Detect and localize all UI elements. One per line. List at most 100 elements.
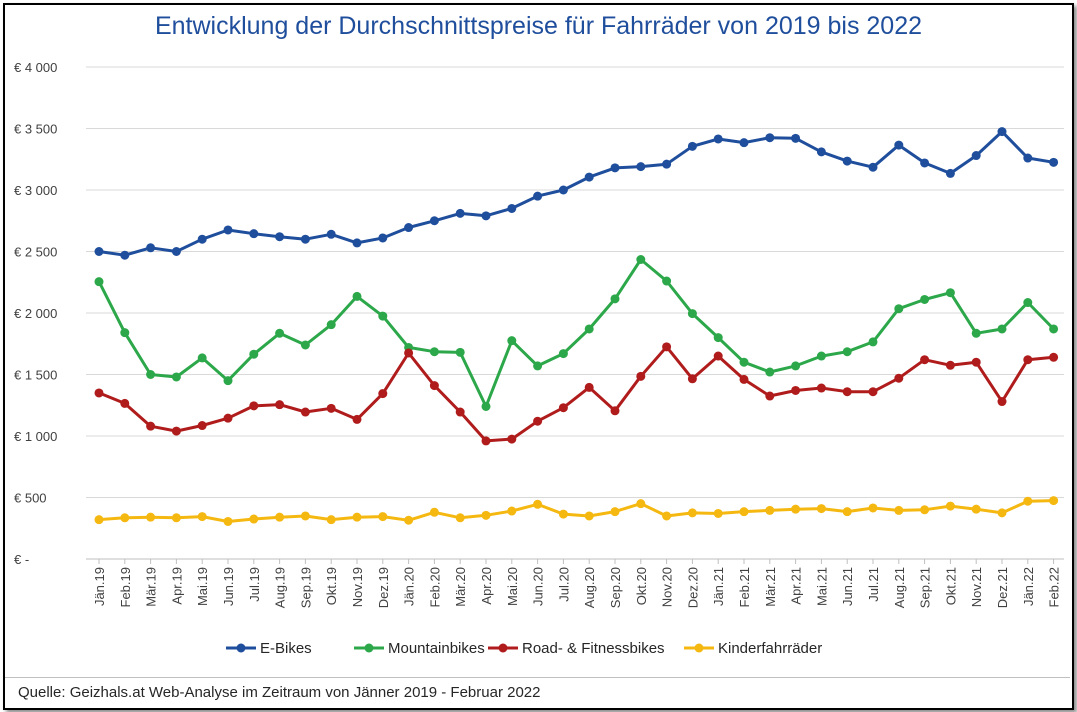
data-point bbox=[197, 421, 207, 431]
x-tick-label: Jun.19 bbox=[221, 567, 236, 606]
data-point bbox=[223, 413, 233, 423]
legend-label: E-Bikes bbox=[260, 640, 312, 657]
data-point bbox=[1049, 352, 1059, 362]
data-point bbox=[94, 277, 104, 287]
legend: E-Bikes Mountainbikes Road- & Fitnessbikes… bbox=[226, 640, 822, 657]
x-tick-label: Okt.21 bbox=[943, 567, 958, 605]
data-point bbox=[197, 353, 207, 363]
y-tick-label: € 3 000 bbox=[14, 183, 57, 198]
data-point bbox=[558, 349, 568, 359]
data-point bbox=[300, 234, 310, 244]
data-point bbox=[816, 147, 826, 157]
data-point bbox=[275, 400, 285, 410]
x-tick-label: Jän.22 bbox=[1021, 567, 1036, 606]
data-point bbox=[739, 507, 749, 517]
data-point bbox=[816, 504, 826, 514]
data-point bbox=[326, 515, 336, 525]
data-point bbox=[378, 389, 388, 399]
data-point bbox=[404, 223, 414, 233]
x-tick-label: Dez.19 bbox=[376, 567, 391, 608]
y-tick-label: € 2 000 bbox=[14, 306, 57, 321]
data-point bbox=[791, 385, 801, 395]
x-tick-label: Apr.19 bbox=[169, 567, 184, 605]
data-point bbox=[997, 127, 1007, 137]
x-tick-label: Aug.21 bbox=[892, 567, 907, 608]
x-tick-label: Feb.22 bbox=[1047, 567, 1062, 607]
series-2 bbox=[94, 342, 1059, 446]
legend-label: Mountainbikes bbox=[388, 640, 485, 657]
data-point bbox=[481, 436, 491, 446]
data-point bbox=[868, 162, 878, 172]
data-point bbox=[455, 347, 465, 357]
x-tick-label: Jun.21 bbox=[840, 567, 855, 606]
data-point bbox=[584, 172, 594, 182]
data-point bbox=[1023, 153, 1033, 163]
x-tick-label: Apr.21 bbox=[789, 567, 804, 605]
data-point bbox=[791, 133, 801, 143]
data-point bbox=[1049, 496, 1059, 506]
data-point bbox=[894, 304, 904, 314]
data-point bbox=[171, 426, 181, 436]
data-point bbox=[197, 512, 207, 522]
data-point bbox=[507, 434, 517, 444]
series-line bbox=[98, 345, 1054, 443]
data-point bbox=[507, 336, 517, 346]
series-group bbox=[94, 127, 1059, 526]
data-point bbox=[584, 324, 594, 334]
data-point bbox=[275, 512, 285, 522]
x-tick-label: Mai.21 bbox=[814, 567, 829, 606]
x-tick-label: Jän.21 bbox=[711, 567, 726, 606]
x-tick-label: Dez.21 bbox=[995, 567, 1010, 608]
series-3 bbox=[94, 496, 1059, 526]
x-tick-label: Okt.19 bbox=[324, 567, 339, 605]
data-point bbox=[455, 513, 465, 523]
legend-marker bbox=[694, 643, 704, 653]
x-tick-label: Jul.20 bbox=[556, 567, 571, 602]
data-point bbox=[894, 505, 904, 515]
data-point bbox=[1049, 157, 1059, 167]
x-tick-label: Jän.20 bbox=[402, 567, 417, 606]
data-point bbox=[636, 499, 646, 509]
x-tick-label: Sep.20 bbox=[608, 567, 623, 608]
data-point bbox=[610, 406, 620, 416]
x-tick-label: Feb.21 bbox=[737, 567, 752, 607]
x-axis-ticks: Jän.19 Feb.19 Mär.19 Apr.19 Mai.19 Jun.19 Jul.… bbox=[92, 559, 1062, 608]
series-line bbox=[98, 130, 1054, 257]
data-point bbox=[1023, 355, 1033, 365]
data-point bbox=[1049, 324, 1059, 334]
data-point bbox=[584, 511, 594, 521]
x-tick-label: Mär.21 bbox=[763, 567, 778, 607]
data-point bbox=[481, 401, 491, 411]
data-point bbox=[429, 216, 439, 226]
data-point bbox=[713, 351, 723, 361]
data-point bbox=[120, 250, 130, 260]
data-point bbox=[791, 361, 801, 371]
data-point bbox=[146, 370, 156, 379]
x-tick-label: Nov.21 bbox=[969, 567, 984, 607]
data-point bbox=[146, 512, 156, 522]
data-point bbox=[275, 232, 285, 242]
data-point bbox=[249, 349, 259, 359]
data-point bbox=[94, 515, 104, 525]
data-point bbox=[429, 507, 439, 517]
data-point bbox=[300, 511, 310, 521]
data-point bbox=[997, 397, 1007, 407]
data-point bbox=[533, 361, 543, 371]
data-point bbox=[558, 403, 568, 413]
data-point bbox=[197, 234, 207, 244]
data-point bbox=[558, 509, 568, 519]
data-point bbox=[765, 367, 775, 377]
y-tick-label: € 3 500 bbox=[14, 122, 57, 137]
data-point bbox=[894, 373, 904, 383]
data-point bbox=[945, 501, 955, 511]
data-point bbox=[146, 421, 156, 431]
x-tick-label: Jul.19 bbox=[247, 567, 262, 602]
y-tick-label: € 2 500 bbox=[14, 245, 57, 260]
data-point bbox=[120, 513, 130, 523]
x-tick-label: Nov.19 bbox=[350, 567, 365, 607]
source-note: Quelle: Geizhals.at Web-Analyse im Zeitr… bbox=[18, 684, 541, 701]
data-point bbox=[404, 348, 414, 358]
data-point bbox=[326, 403, 336, 413]
footer-divider bbox=[5, 677, 1070, 678]
x-tick-label: Aug.19 bbox=[273, 567, 288, 608]
